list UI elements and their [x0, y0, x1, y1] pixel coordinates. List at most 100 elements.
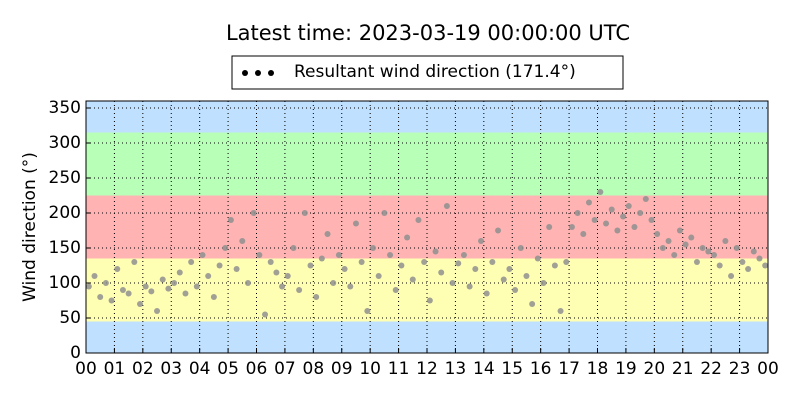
data-point	[216, 262, 223, 269]
data-point	[608, 206, 615, 213]
data-point	[460, 252, 467, 258]
data-point	[119, 287, 126, 293]
data-point	[233, 266, 240, 272]
data-point	[301, 210, 308, 216]
data-point	[489, 259, 496, 265]
y-tick-label: 350	[49, 98, 81, 118]
data-point	[341, 266, 348, 272]
data-point	[108, 297, 115, 304]
data-point	[642, 196, 649, 202]
data-point	[409, 276, 416, 283]
data-point	[716, 262, 723, 269]
data-point	[693, 259, 700, 265]
data-point	[284, 273, 291, 279]
data-point	[483, 290, 490, 297]
y-tick-label: 250	[49, 168, 81, 188]
x-tick-label: 20	[644, 359, 666, 379]
data-point	[131, 259, 138, 265]
data-point	[307, 262, 314, 269]
data-point	[370, 245, 377, 251]
data-point	[387, 252, 394, 258]
data-point	[659, 245, 666, 251]
data-point	[495, 227, 502, 234]
data-point	[551, 262, 558, 269]
data-point	[631, 224, 638, 230]
data-point	[477, 238, 484, 244]
data-point	[728, 273, 735, 279]
data-point	[182, 290, 189, 297]
data-point	[142, 283, 149, 290]
data-point	[540, 280, 547, 286]
data-point	[580, 231, 587, 237]
data-point	[455, 260, 462, 267]
x-tick-label: 23	[729, 359, 751, 379]
data-point	[512, 287, 519, 293]
x-tick-label: 16	[530, 359, 552, 379]
x-tick-label: 00	[757, 359, 779, 379]
data-point	[199, 252, 206, 258]
data-point	[352, 220, 359, 227]
data-point	[665, 238, 672, 244]
data-point	[222, 245, 229, 251]
data-point	[193, 283, 200, 290]
y-tick-label: 300	[49, 133, 81, 153]
data-point	[654, 231, 661, 237]
x-tick-label: 19	[615, 359, 637, 379]
data-point	[591, 217, 598, 223]
data-point	[733, 245, 740, 251]
data-point	[688, 234, 695, 241]
data-point	[614, 227, 621, 234]
data-point	[699, 245, 706, 251]
data-point	[335, 252, 342, 258]
data-point	[557, 308, 564, 314]
data-point	[324, 231, 331, 237]
data-point	[313, 294, 320, 300]
legend-marker	[255, 70, 261, 76]
legend-box	[231, 55, 624, 90]
x-tick-label: 05	[217, 359, 239, 379]
data-point	[256, 252, 263, 258]
data-point	[398, 262, 405, 269]
data-point	[500, 276, 507, 283]
x-tick-label: 09	[331, 359, 353, 379]
x-tick-label: 04	[189, 359, 211, 379]
data-point	[102, 280, 109, 286]
data-point	[745, 266, 752, 272]
legend-marker	[242, 70, 248, 76]
y-tick-label: 200	[49, 203, 81, 223]
data-point	[466, 283, 473, 290]
x-tick-label: 08	[303, 359, 325, 379]
data-point	[472, 266, 479, 272]
x-tick-label: 18	[587, 359, 609, 379]
data-point	[205, 273, 212, 279]
data-point	[279, 283, 286, 290]
y-tick-label: 100	[49, 273, 81, 293]
data-point	[239, 238, 246, 244]
data-point	[364, 308, 371, 314]
data-point	[97, 294, 104, 300]
data-point	[705, 248, 712, 255]
data-point	[438, 269, 445, 276]
data-point	[585, 199, 592, 206]
data-point	[597, 189, 604, 195]
x-tick-label: 11	[388, 359, 410, 379]
y-tick-label: 0	[70, 343, 81, 363]
data-point	[506, 266, 513, 272]
data-point	[574, 210, 581, 216]
data-point	[318, 255, 325, 262]
data-point	[546, 224, 553, 230]
data-point	[250, 210, 257, 216]
data-point	[159, 276, 166, 283]
data-point	[114, 266, 121, 272]
legend-label: Resultant wind direction (171.4°)	[294, 62, 576, 82]
data-point	[244, 280, 251, 286]
data-point	[154, 308, 161, 314]
data-point	[682, 241, 689, 248]
x-tick-label: 14	[473, 359, 495, 379]
data-point	[165, 285, 172, 292]
x-tick-label: 21	[672, 359, 694, 379]
data-point	[85, 283, 92, 290]
data-point	[739, 259, 746, 265]
data-point	[648, 217, 655, 223]
